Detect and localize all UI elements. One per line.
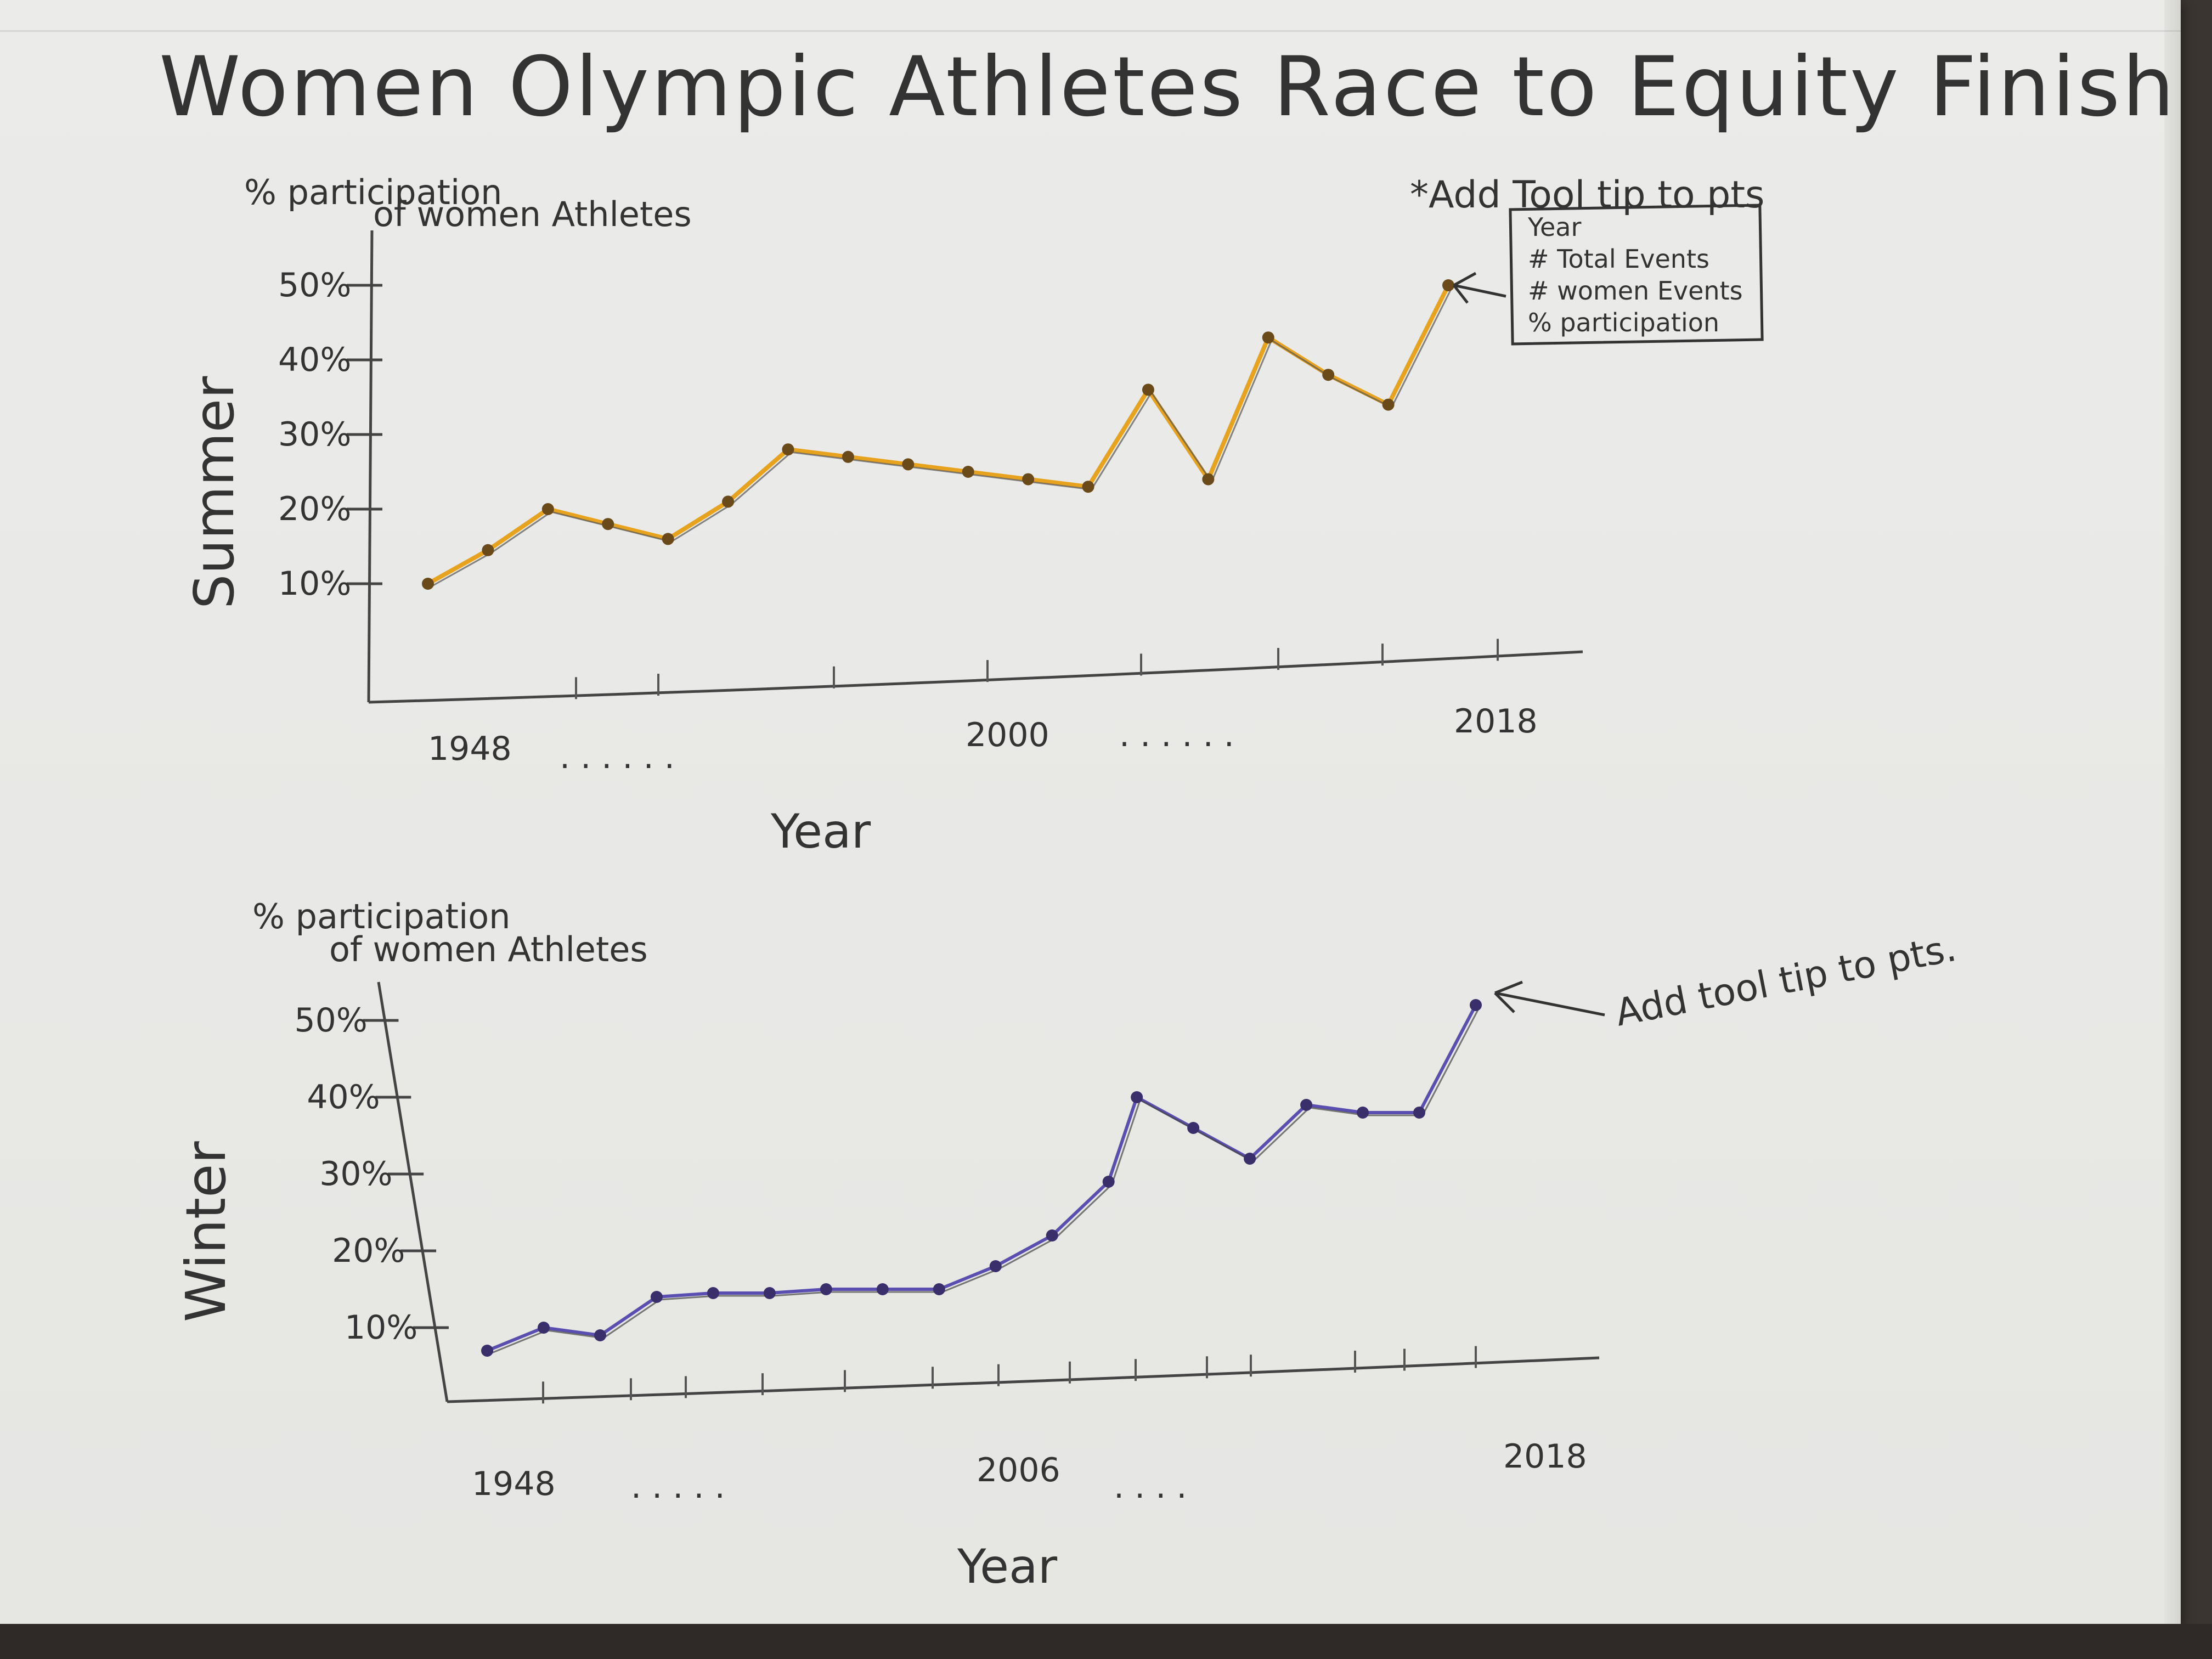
summer-data-point[interactable]: [541, 503, 554, 515]
winter-panel-label: Winter: [174, 1141, 238, 1322]
winter-ytick-label: 10%: [345, 1308, 417, 1347]
summer-ylabel: % participation: [244, 172, 502, 212]
winter-ytick-label: 20%: [332, 1232, 405, 1270]
summer-panel-label: Summer: [182, 376, 246, 609]
winter-data-point[interactable]: [1102, 1176, 1115, 1188]
tooltip-line: Year: [1527, 212, 1581, 242]
summer-data-point[interactable]: [1202, 473, 1215, 486]
summer-series-line: [426, 283, 1451, 586]
tooltip-line: % participation: [1528, 308, 1719, 337]
summer-annotation: *Add Tool tip to pts: [1410, 173, 1764, 217]
winter-ylabel: % participation: [252, 896, 510, 936]
summer-data-point[interactable]: [1262, 331, 1274, 344]
winter-xtick-label: 2006: [977, 1451, 1060, 1489]
summer-x-ellipsis: . . . . . . . . . . . .: [560, 716, 1234, 776]
summer-ytick-label: 20%: [278, 490, 351, 528]
winter-series-pencil-line: [490, 1007, 1480, 1355]
summer-ylabel-line2: of women Athletes: [373, 194, 692, 234]
winter-x-axis: [447, 1356, 1600, 1403]
winter-x-ticks: 1948 2006 2018: [472, 1346, 1587, 1503]
winter-data-point[interactable]: [537, 1322, 550, 1334]
winter-data-point[interactable]: [1187, 1122, 1200, 1134]
summer-ytick-label: 50%: [278, 266, 351, 304]
winter-ylabel-line2: of women Athletes: [329, 929, 648, 969]
paper-edge: [2164, 0, 2181, 1624]
winter-annotation-arrow: [1494, 980, 1605, 1017]
summer-data-point[interactable]: [782, 443, 794, 456]
winter-data-point[interactable]: [1300, 1099, 1313, 1111]
winter-y-axis: [377, 981, 449, 1402]
winter-data-point[interactable]: [989, 1260, 1002, 1272]
summer-data-point[interactable]: [1382, 398, 1395, 411]
paper-fold-line: [0, 30, 2181, 32]
winter-xlabel: Year: [957, 1539, 1058, 1594]
summer-data-point[interactable]: [722, 495, 735, 508]
summer-data-point[interactable]: [1082, 481, 1094, 493]
summer-series-pencil-line: [431, 287, 1453, 588]
winter-x-ellipsis: . . . . . . . . .: [631, 1468, 1187, 1506]
summer-data-point[interactable]: [482, 544, 494, 556]
summer-data-point[interactable]: [422, 578, 434, 590]
summer-points: [422, 279, 1454, 590]
winter-data-point[interactable]: [1357, 1107, 1369, 1119]
summer-xtick-label: 2018: [1454, 702, 1538, 741]
summer-x-axis: [368, 650, 1583, 704]
winter-points: [481, 999, 1482, 1357]
winter-data-point[interactable]: [594, 1329, 606, 1341]
summer-ytick-label: 40%: [278, 341, 351, 379]
winter-ytick-label: 50%: [294, 1001, 367, 1040]
summer-ytick-label: 10%: [278, 565, 351, 603]
winter-xtick-label: 2018: [1503, 1437, 1587, 1476]
winter-data-point[interactable]: [933, 1283, 945, 1295]
winter-x-ellipsis-1: . . . . .: [631, 1468, 725, 1506]
sketch-paper: [0, 0, 2181, 1624]
winter-annotation: Add tool tip to pts.: [1612, 927, 1960, 1035]
summer-ytick-label: 30%: [278, 415, 351, 454]
summer-y-ticks: 10% 20% 30% 40% 50%: [278, 266, 382, 603]
summer-data-point[interactable]: [662, 533, 674, 545]
summer-xlabel: Year: [770, 804, 871, 859]
winter-y-ticks: 10% 20% 30% 40% 50%: [294, 1001, 449, 1347]
winter-data-point[interactable]: [1046, 1229, 1058, 1242]
winter-ytick-label: 30%: [319, 1155, 392, 1193]
tooltip-line: # Total Events: [1528, 244, 1709, 274]
summer-x-ticks: 1948 2000 2018: [428, 639, 1538, 768]
summer-data-point[interactable]: [842, 450, 854, 463]
summer-annotation-arrow: [1453, 272, 1506, 304]
summer-x-ellipsis-1: . . . . . .: [560, 738, 675, 776]
summer-data-point[interactable]: [1322, 369, 1335, 381]
winter-data-point[interactable]: [1470, 999, 1482, 1011]
summer-xtick-label: 2000: [966, 716, 1049, 754]
winter-x-ellipsis-2: . . . .: [1114, 1468, 1187, 1506]
winter-data-point[interactable]: [1413, 1107, 1426, 1119]
summer-data-point[interactable]: [602, 518, 614, 531]
summer-x-ellipsis-2: . . . . . .: [1119, 716, 1234, 754]
tooltip-sketch-box: [1509, 204, 1764, 346]
tooltip-sketch-lines: Year# Total Events# women Events% partic…: [1527, 212, 1743, 337]
winter-data-point[interactable]: [1244, 1153, 1256, 1165]
winter-data-point[interactable]: [820, 1283, 832, 1295]
summer-xtick-label: 1948: [428, 730, 512, 768]
chart-title: Women Olympic Athletes Race to Equity Fi…: [159, 40, 2212, 135]
winter-data-point[interactable]: [481, 1345, 493, 1357]
summer-data-point[interactable]: [1142, 383, 1154, 396]
winter-data-point[interactable]: [1131, 1091, 1143, 1103]
summer-data-point[interactable]: [1022, 473, 1035, 486]
winter-ytick-label: 40%: [307, 1078, 380, 1116]
winter-chart: % participation of women Athletes Winter…: [174, 896, 1960, 1594]
table-surface: [0, 1624, 2212, 1659]
summer-data-point[interactable]: [962, 466, 974, 478]
summer-y-axis: [367, 230, 374, 703]
summer-data-point[interactable]: [1442, 279, 1454, 291]
winter-series-line: [486, 1003, 1477, 1352]
winter-xtick-label: 1948: [472, 1465, 556, 1503]
winter-data-point[interactable]: [650, 1291, 663, 1303]
winter-data-point[interactable]: [876, 1283, 889, 1295]
summer-data-point[interactable]: [902, 458, 915, 471]
winter-data-point[interactable]: [763, 1287, 776, 1299]
winter-data-point[interactable]: [707, 1287, 719, 1299]
tooltip-line: # women Events: [1528, 276, 1743, 306]
summer-chart: % participation of women Athletes Summer…: [182, 172, 1764, 859]
